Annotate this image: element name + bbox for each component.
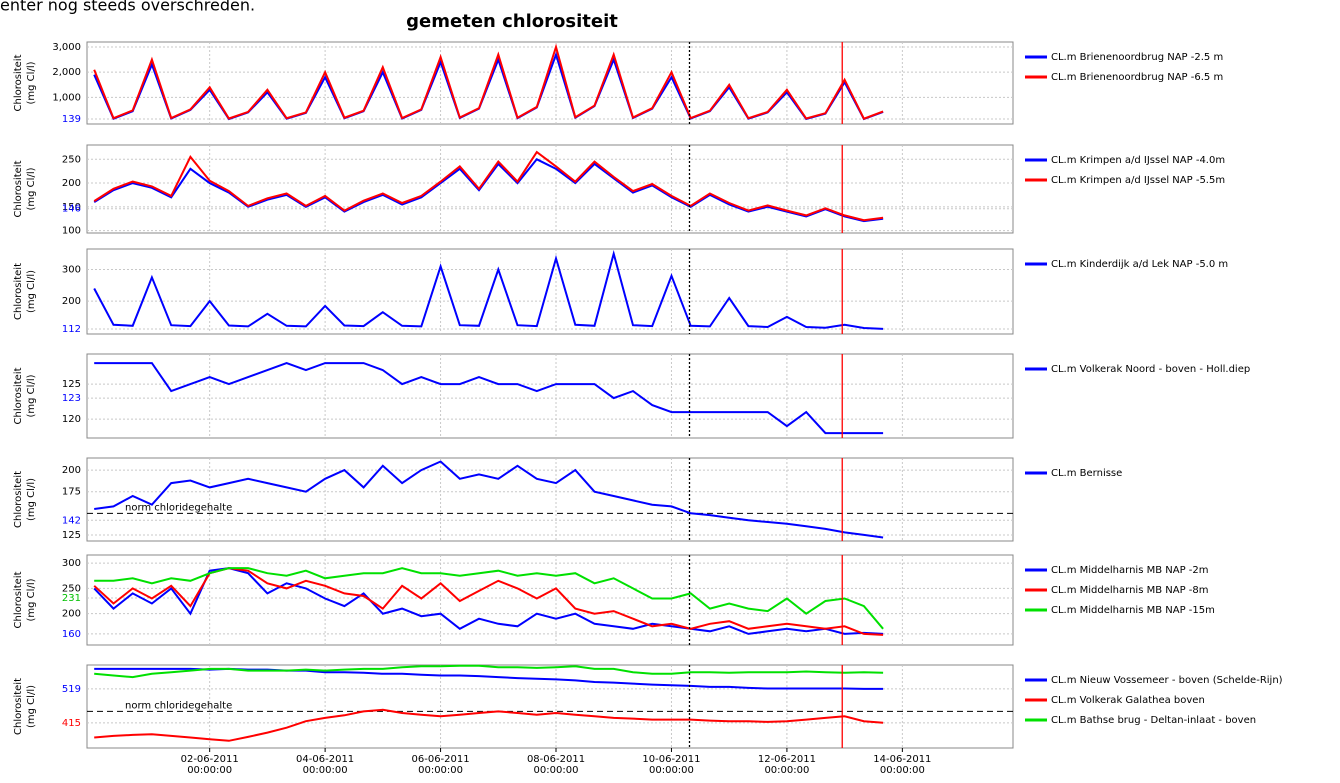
y-tick-label: 300 xyxy=(62,265,81,276)
y-tick-label: 125 xyxy=(62,530,81,541)
legend-label: CL.m Brienenoordbrug NAP -2.5 m xyxy=(1051,52,1223,63)
y-axis-label: Chlorositeit xyxy=(13,571,24,628)
panel-frame xyxy=(86,41,1014,125)
legend-label: CL.m Krimpen a/d IJssel NAP -5.5m xyxy=(1051,175,1225,186)
marker-tick-label: 142 xyxy=(62,515,81,526)
y-axis-label: Chlorositeit xyxy=(13,160,24,217)
legend-label: CL.m Krimpen a/d IJssel NAP -4.0m xyxy=(1051,155,1225,166)
y-axis-label: Chlorositeit xyxy=(13,471,24,528)
marker-tick-label: 231 xyxy=(62,593,81,604)
x-tick-label: 10-06-2011 00:00:00 xyxy=(642,754,701,776)
marker-tick-label: 112 xyxy=(62,324,81,335)
y-axis-label: (mg Cl/l) xyxy=(26,374,37,417)
legend-label: CL.m Volkerak Noord - boven - Holl.diep xyxy=(1051,364,1250,375)
panel-frame xyxy=(86,353,1014,439)
marker-tick-label: 139 xyxy=(62,114,81,125)
y-axis-label: Chlorositeit xyxy=(13,678,24,735)
marker-tick-label: 123 xyxy=(62,393,81,404)
y-axis-label: (mg Cl/l) xyxy=(26,167,37,210)
y-tick-label: 200 xyxy=(62,296,81,307)
panel-frame xyxy=(86,248,1014,335)
series-line xyxy=(93,150,884,222)
legend-label: CL.m Brienenoordbrug NAP -6.5 m xyxy=(1051,72,1223,83)
legend-label: CL.m Kinderdijk a/d Lek NAP -5.0 m xyxy=(1051,259,1228,270)
x-tick-label: 08-06-2011 00:00:00 xyxy=(526,754,586,776)
legend-label: CL.m Bathse brug - Deltan-inlaat - boven xyxy=(1051,715,1256,726)
y-axis-label: (mg Cl/l) xyxy=(26,578,37,621)
y-tick-label: 2,000 xyxy=(52,67,81,78)
panel-frame xyxy=(86,457,1014,542)
header-text: enter nog steeds overschreden. xyxy=(0,0,255,15)
y-tick-label: 150 xyxy=(62,202,81,213)
marker-tick-label: 146 xyxy=(62,204,81,215)
y-axis-label: (mg Cl/l) xyxy=(26,61,37,104)
series-line xyxy=(93,43,884,120)
reference-label: norm chloridegehalte xyxy=(125,502,232,513)
y-tick-label: 200 xyxy=(62,178,81,189)
y-tick-label: 200 xyxy=(62,465,81,476)
legend-label: CL.m Middelharnis MB NAP -2m xyxy=(1051,565,1209,576)
y-axis-label: (mg Cl/l) xyxy=(26,685,37,728)
y-tick-label: 175 xyxy=(62,487,81,498)
marker-tick-label: 160 xyxy=(62,629,81,640)
y-tick-label: 250 xyxy=(62,583,81,594)
x-tick-label: 14-06-2011 00:00:00 xyxy=(873,754,932,776)
x-tick-label: 04-06-2011 00:00:00 xyxy=(296,754,355,776)
x-tick-label: 02-06-2011 00:00:00 xyxy=(180,754,239,776)
y-axis-label: (mg Cl/l) xyxy=(26,270,37,313)
y-tick-label: 200 xyxy=(62,609,81,620)
legend-label: CL.m Bernisse xyxy=(1051,468,1122,479)
y-axis-label: Chlorositeit xyxy=(13,367,24,424)
series-line xyxy=(94,362,884,435)
marker-tick-label: 519 xyxy=(62,684,81,695)
reference-label: norm chloridegehalte xyxy=(125,700,232,711)
legend-label: CL.m Middelharnis MB NAP -15m xyxy=(1051,605,1215,616)
series-line xyxy=(94,567,884,630)
y-axis-label: (mg Cl/l) xyxy=(26,478,37,521)
legend-label: CL.m Nieuw Vossemeer - boven (Schelde-Ri… xyxy=(1051,675,1283,686)
y-tick-label: 120 xyxy=(62,414,81,425)
y-tick-label: 3,000 xyxy=(52,42,81,53)
x-tick-label: 12-06-2011 00:00:00 xyxy=(757,754,816,776)
series-line xyxy=(94,460,884,539)
marker-tick-label: 415 xyxy=(62,718,81,729)
series-line xyxy=(94,708,884,742)
legend-label: CL.m Volkerak Galathea boven xyxy=(1051,695,1205,706)
series-line xyxy=(93,158,884,223)
series-line xyxy=(94,664,884,679)
y-tick-label: 125 xyxy=(62,379,81,390)
series-line xyxy=(93,249,884,330)
y-tick-label: 1,000 xyxy=(52,92,81,103)
y-axis-label: Chlorositeit xyxy=(13,263,24,320)
x-tick-label: 06-06-2011 00:00:00 xyxy=(411,754,470,776)
y-tick-label: 300 xyxy=(62,558,81,569)
legend-label: CL.m Middelharnis MB NAP -8m xyxy=(1051,585,1209,596)
chart-title: gemeten chlorositeit xyxy=(406,11,618,32)
y-axis-label: Chlorositeit xyxy=(13,54,24,111)
y-tick-label: 100 xyxy=(62,226,81,237)
y-tick-label: 250 xyxy=(62,154,81,165)
